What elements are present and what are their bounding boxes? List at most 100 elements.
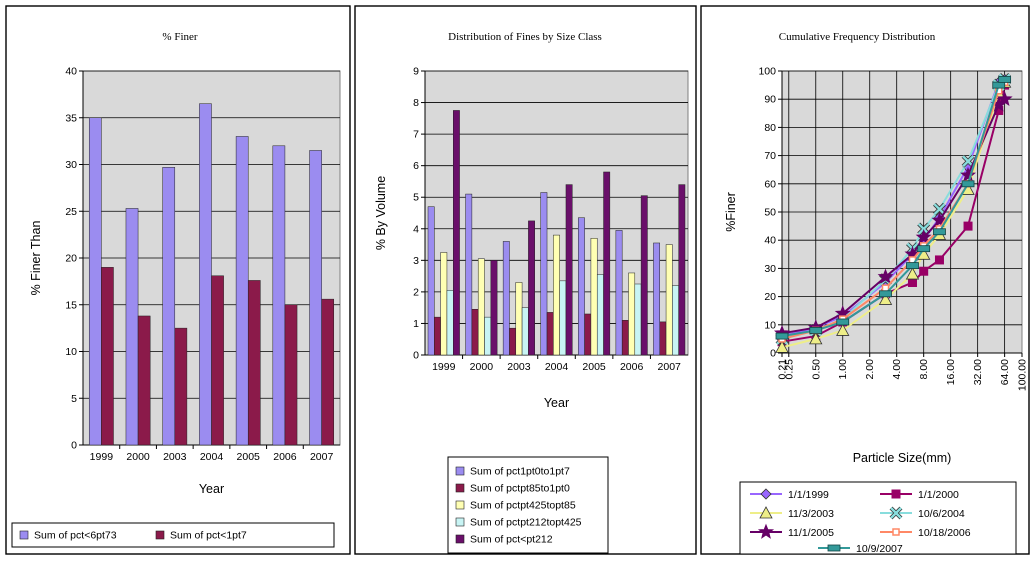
data-point: [992, 81, 1006, 89]
x-tick-label: 2005: [582, 361, 606, 373]
bar: [321, 298, 335, 446]
bar: [590, 237, 598, 356]
bar: [515, 282, 523, 356]
bar: [584, 313, 592, 356]
legend-marker: [757, 523, 775, 539]
legend-label: Sum of pct<6pt73: [34, 530, 117, 542]
y-tick-label: 0: [413, 350, 419, 362]
legend-label: Sum of pctpt85to1pt0: [470, 483, 570, 495]
bar: [427, 206, 435, 356]
chart-title: % Finer: [162, 31, 197, 43]
bar: [603, 171, 611, 356]
x-tick-label: 2003: [163, 451, 187, 463]
y-tick-label: 90: [764, 94, 776, 106]
bar: [211, 275, 224, 446]
bar: [247, 280, 261, 446]
x-tick-label: 2000: [126, 451, 150, 463]
series-line: [781, 84, 1006, 343]
bar: [628, 272, 636, 356]
x-tick-label: 2.00: [864, 359, 876, 380]
x-tick-label: 2006: [273, 451, 297, 463]
bar: [199, 103, 212, 446]
legend-label: Sum of pct1pt0to1pt7: [470, 466, 570, 478]
x-tick-label: 64.00: [999, 359, 1011, 385]
bar: [509, 327, 517, 356]
data-point: [877, 268, 894, 284]
bar: [465, 193, 473, 356]
x-tick-label: 2004: [200, 451, 224, 463]
bar: [453, 110, 460, 356]
bar: [634, 283, 642, 356]
bar: [615, 230, 623, 356]
bar: [578, 217, 585, 356]
y-tick-label: 40: [764, 235, 776, 247]
legend-label: 1/1/2000: [918, 489, 959, 501]
x-tick-label: 2006: [620, 361, 644, 373]
data-point: [962, 155, 974, 168]
x-tick-label: 2004: [545, 361, 569, 373]
bar: [521, 307, 529, 356]
data-point: [809, 327, 823, 334]
data-point: [836, 323, 850, 336]
y-tick-label: 9: [413, 66, 419, 78]
legend-label: 11/3/2003: [788, 508, 834, 520]
bar: [653, 242, 660, 356]
legend-label: 1/1/1999: [788, 489, 829, 501]
legend-box: [739, 481, 1017, 555]
y-tick-label: 7: [413, 129, 419, 141]
bar: [596, 274, 604, 356]
legend-label: 10/18/2006: [918, 527, 971, 539]
chart-title: Cumulative Frequency Distribution: [779, 31, 936, 43]
legend-swatch: [455, 500, 465, 510]
x-tick-label: 16.00: [945, 359, 957, 385]
y-axis-title: %Finer: [724, 192, 738, 232]
data-point: [879, 290, 892, 298]
y-tick-label: 8: [413, 97, 419, 109]
bar: [434, 316, 441, 356]
chart-percent-finer: % Finer 0 5 10 15 20 25 30 35 40 1999 2000 2003 2004 2…: [11, 31, 341, 548]
legend-label: 11/1/2005: [788, 527, 834, 539]
y-tick-label: 25: [65, 206, 77, 218]
bar: [235, 136, 249, 446]
bar: [553, 234, 560, 356]
y-tick-label: 5: [71, 393, 77, 405]
y-axis-title: % By Volume: [374, 176, 388, 250]
y-tick-label: 10: [65, 346, 77, 358]
x-axis-title: Year: [544, 396, 569, 410]
data-point: [998, 76, 1012, 83]
legend-swatch: [455, 483, 465, 493]
y-tick-label: 10: [764, 319, 776, 331]
bar: [101, 267, 114, 446]
y-axis-title: % Finer Than: [29, 221, 43, 296]
x-tick-label: 100.00: [1017, 359, 1029, 391]
bar: [559, 280, 567, 356]
bar: [484, 316, 492, 356]
x-axis-title: Year: [199, 482, 224, 496]
y-tick-label: 30: [764, 263, 776, 275]
legend-marker: [760, 488, 772, 500]
bar: [88, 117, 102, 446]
bar: [471, 308, 479, 356]
y-tick-label: 1: [413, 318, 419, 330]
x-tick-label: 2005: [237, 451, 261, 463]
data-point: [915, 229, 932, 245]
x-tick-label: 1999: [432, 361, 456, 373]
y-tick-label: 50: [764, 207, 776, 219]
y-tick-label: 40: [65, 66, 77, 78]
y-tick-label: 20: [764, 291, 776, 303]
data-point: [809, 332, 823, 345]
bar: [137, 315, 151, 446]
bar: [678, 184, 686, 356]
data-point: [996, 90, 1013, 107]
bar: [565, 184, 573, 356]
bar: [125, 208, 139, 446]
x-tick-label: 8.00: [918, 359, 930, 380]
y-tick-label: 15: [65, 299, 77, 311]
y-tick-label: 80: [764, 122, 776, 134]
data-point: [933, 228, 946, 236]
bar: [672, 285, 679, 356]
legend-marker: [759, 506, 773, 519]
data-point: [878, 292, 893, 305]
y-tick-label: 5: [413, 192, 419, 204]
x-tick-label: 32.00: [972, 359, 984, 385]
